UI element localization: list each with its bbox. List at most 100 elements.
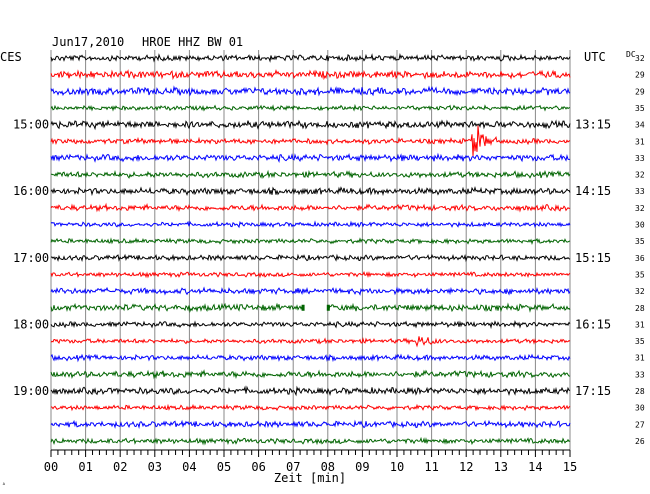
utc-time-label: 17:15: [575, 384, 611, 398]
trace-row: [50, 419, 571, 430]
trace-line: [50, 403, 571, 412]
x-tick-label: 14: [528, 460, 542, 474]
dc-value: 35: [635, 337, 645, 346]
dc-value: 29: [635, 71, 645, 80]
minute-grid: [50, 50, 571, 451]
local-time-label: 19:00: [13, 384, 49, 398]
trace-line: [50, 320, 571, 330]
trace-line: [50, 202, 571, 213]
trace-row: [50, 436, 571, 446]
dc-value: 33: [635, 154, 645, 163]
x-tick-label: 10: [390, 460, 404, 474]
trace-row: [50, 119, 571, 131]
trace-line: [50, 419, 571, 430]
dc-value: 30: [635, 404, 645, 413]
dc-value: 31: [635, 320, 645, 329]
trace-row: [50, 185, 571, 197]
dc-value: 36: [635, 254, 645, 263]
recording-date: Jun17,2010: [52, 35, 124, 49]
dc-value: 29: [635, 87, 645, 96]
x-tick-label: 06: [251, 460, 265, 474]
x-axis-label: Zeit [min]: [274, 471, 346, 485]
trace-row: [50, 369, 571, 380]
x-tick-label: 11: [424, 460, 438, 474]
x-tick-label: 04: [182, 460, 196, 474]
trace-line: [50, 220, 571, 229]
trace-row: [50, 336, 571, 348]
dc-value: 31: [635, 137, 645, 146]
trace-line: [50, 353, 571, 363]
dc-label: DC: [626, 50, 636, 59]
trace-line: [50, 53, 571, 63]
trace-row: [50, 403, 571, 412]
dc-value: 31: [635, 354, 645, 363]
dc-value: 28: [635, 387, 645, 396]
x-tick-label: 07: [286, 460, 300, 474]
dc-value: 35: [635, 237, 645, 246]
trace-line: [50, 286, 571, 296]
x-axis-ticks: 00 01 02 03 04 05 06 07 08 09 10 11 12 13 14 15: [44, 450, 577, 474]
utc-time-label: 16:15: [575, 317, 611, 331]
x-tick-label: 03: [148, 460, 162, 474]
local-time-labels: 15:00 16:00 17:00 18:00 19:00: [13, 118, 49, 398]
trace-line: [50, 169, 571, 179]
trace-line: [50, 237, 571, 245]
trace-row: [50, 353, 571, 363]
trace-row: [50, 286, 571, 296]
x-tick-label: 01: [78, 460, 92, 474]
dc-value: 33: [635, 370, 645, 379]
trace-row: [50, 270, 571, 279]
trace-row: [50, 302, 571, 314]
trace-row: [50, 68, 571, 81]
x-tick-label: 05: [217, 460, 231, 474]
gap-marker: [326, 304, 330, 311]
trace-line: [50, 270, 571, 279]
utc-time-label: 15:15: [575, 251, 611, 265]
trace-row: [50, 103, 571, 112]
trace-line: [50, 385, 571, 397]
local-time-label: 15:00: [13, 118, 49, 132]
trace-line: [50, 436, 571, 446]
trace-line: [50, 369, 571, 380]
dc-value: 32: [635, 171, 645, 180]
x-tick-label: 15: [563, 460, 577, 474]
x-tick-label: 08: [321, 460, 335, 474]
trace-row: [50, 320, 571, 330]
dc-value-labels: 32 29 29 35 34 31 33 32 33 32 30 35 36 35 32 28 31 35 31 33…: [635, 54, 645, 446]
dc-value: 28: [635, 304, 645, 313]
trace-line: [327, 302, 571, 313]
dc-value: 27: [635, 420, 645, 429]
trace-line: [50, 103, 571, 112]
utc-timezone-label: UTC: [584, 50, 606, 64]
x-tick-label: 00: [44, 460, 58, 474]
trace-line: [50, 152, 571, 163]
trace-line: [50, 336, 571, 348]
utc-time-label: 13:15: [575, 118, 611, 132]
trace-row: [50, 152, 571, 163]
trace-row: [50, 85, 571, 97]
trace-line: [50, 253, 571, 263]
x-tick-label: 09: [355, 460, 369, 474]
trace-line: [50, 119, 571, 131]
dc-value: 33: [635, 187, 645, 196]
x-tick-label: 12: [459, 460, 473, 474]
local-time-label: 16:00: [13, 184, 49, 198]
trace-line: [50, 302, 304, 314]
dc-value: 32: [635, 287, 645, 296]
trace-row: [50, 125, 571, 157]
trace-group: [50, 53, 571, 446]
trace-row: [50, 220, 571, 229]
corner-mark: ᴬ: [2, 482, 6, 489]
trace-row: [50, 253, 571, 263]
trace-line: [50, 125, 571, 157]
trace-row: [50, 237, 571, 245]
dc-value: 32: [635, 204, 645, 213]
trace-line: [50, 68, 571, 81]
dc-value: 35: [635, 270, 645, 279]
dc-value: 30: [635, 221, 645, 230]
dc-value: 32: [635, 54, 645, 63]
local-time-label: 17:00: [13, 251, 49, 265]
trace-line: [50, 185, 571, 197]
trace-row: [50, 385, 571, 397]
trace-line: [50, 85, 571, 97]
